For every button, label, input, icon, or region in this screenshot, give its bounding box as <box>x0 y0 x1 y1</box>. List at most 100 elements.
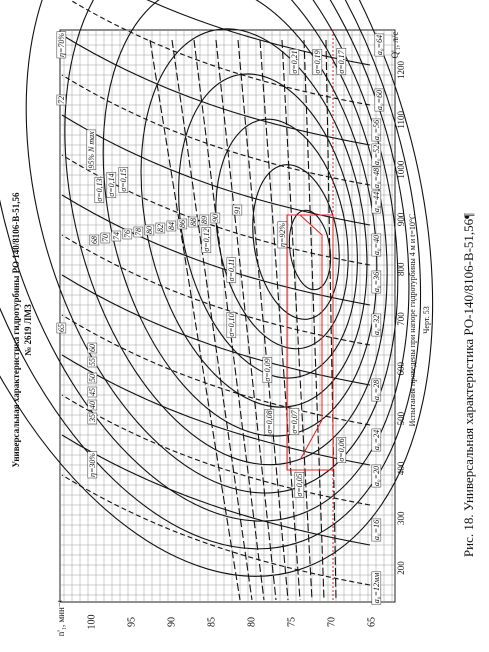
caption: Рис. 18. Универсальная характеристика РО… <box>461 213 476 557</box>
annotation: a₀=56 <box>372 120 381 140</box>
n-tick-label: 75 <box>286 617 297 627</box>
annotation: 45 <box>88 388 97 396</box>
annotation-box <box>289 408 300 435</box>
opening-line <box>61 234 371 346</box>
annotation-box <box>188 216 199 228</box>
annotation-box <box>87 372 98 384</box>
annotation: 82 <box>156 224 165 232</box>
q-tick-label: 500 <box>396 411 406 425</box>
annotation-box <box>371 143 382 167</box>
annotation: 90 <box>211 214 220 222</box>
opening-line <box>61 394 371 506</box>
annotation: σ=0,13 <box>95 178 104 201</box>
annotation-box <box>177 218 188 230</box>
annotation: σ=0,14 <box>107 173 116 196</box>
q-tick-label: 200 <box>396 561 406 575</box>
efficiency-curve <box>0 0 410 522</box>
annotation: 70 <box>101 234 110 242</box>
opening-line <box>61 434 371 546</box>
annotation: η=30% <box>88 453 97 477</box>
annotation-box <box>87 356 98 368</box>
opening-line <box>61 194 371 306</box>
annotation: σ=0,10 <box>227 313 236 336</box>
annotation: a₀=12мм <box>372 573 381 603</box>
n-tick-label: 70 <box>326 617 337 627</box>
annotation-box <box>371 233 382 257</box>
annotation: η=92% <box>278 223 287 247</box>
annotation: a₀=60 <box>375 90 384 110</box>
opening-line <box>61 474 371 586</box>
annotation-box <box>371 428 382 452</box>
annotation-box <box>371 270 382 294</box>
q-tick-label: 1200 <box>396 61 406 80</box>
annotation-box <box>118 167 129 193</box>
efficiency-curve <box>0 0 422 550</box>
annotation-box <box>199 214 210 226</box>
annotation: 95% N max <box>87 131 96 169</box>
annotation: a₀=24 <box>372 430 381 450</box>
annotation-box <box>371 571 382 605</box>
q-tick-label: 1000 <box>396 160 406 179</box>
n-tick-label: 80 <box>246 617 257 627</box>
annotation: η=70% <box>57 33 66 57</box>
q-tick-label: 300 <box>396 511 406 525</box>
annotation: σ=0,21 <box>290 50 299 73</box>
annotation-box <box>144 224 155 236</box>
annotation: 78 <box>134 228 143 236</box>
annotation: 68 <box>90 236 99 244</box>
cavitation-line <box>215 39 277 601</box>
annotation: 84 <box>167 222 176 230</box>
annotation-box <box>86 129 97 170</box>
n-tick-label: 100 <box>86 615 97 630</box>
annotation-box <box>264 409 275 435</box>
cavitation-line <box>325 39 337 601</box>
opening-line <box>146 0 371 66</box>
annotation-box <box>289 49 300 75</box>
annotation: a₀=52 <box>372 145 381 165</box>
annotation-box <box>371 166 382 190</box>
annotation-box <box>87 399 98 411</box>
annotation: a₀=28 <box>372 380 381 400</box>
annotation: 76 <box>123 230 132 238</box>
annotation-box <box>371 518 382 542</box>
drawing-number: Черт. 53 <box>422 306 431 334</box>
efficiency-curve <box>252 164 340 320</box>
annotation: a₀=36 <box>372 272 381 292</box>
cavitation-line <box>171 39 253 601</box>
y-axis-label: Q'₁, л/с <box>390 32 400 59</box>
annotation-box <box>89 234 100 246</box>
annotation: 65 <box>57 324 66 332</box>
n-tick-label: 95 <box>126 617 137 627</box>
annotation: 80 <box>145 226 154 234</box>
q-tick-label: 600 <box>396 362 406 376</box>
annotation: 88 <box>189 218 198 226</box>
q-tick-label: 900 <box>396 212 406 226</box>
annotation: σ=0,17 <box>337 49 346 73</box>
q-tick-label: 800 <box>396 262 406 276</box>
efficiency-curve <box>288 209 332 291</box>
annotation: a₀=16 <box>372 520 381 540</box>
annotation: 74 <box>112 232 121 240</box>
opening-line <box>61 314 371 426</box>
cavitation-line <box>237 39 289 601</box>
x-axis-label: n'₁, мин⁻¹ <box>56 599 66 636</box>
annotation-box <box>111 230 122 242</box>
annotation-box <box>312 49 323 75</box>
annotation-box <box>371 190 382 214</box>
opening-line <box>61 274 371 386</box>
cavitation-line <box>281 39 313 601</box>
annotation-box <box>374 88 385 112</box>
annotation-box <box>201 227 212 253</box>
annotation-box <box>226 257 237 283</box>
annotation: 72 <box>57 96 66 104</box>
annotation-box <box>277 221 288 249</box>
annotation: 86 <box>178 220 187 228</box>
q-tick-label: 400 <box>396 461 406 475</box>
annotation-box <box>56 94 67 106</box>
opening-line <box>61 114 371 226</box>
n-tick-label: 85 <box>206 617 217 627</box>
annotation-box <box>371 378 382 402</box>
annotation: 89 <box>200 216 209 224</box>
annotation-box <box>100 232 111 244</box>
